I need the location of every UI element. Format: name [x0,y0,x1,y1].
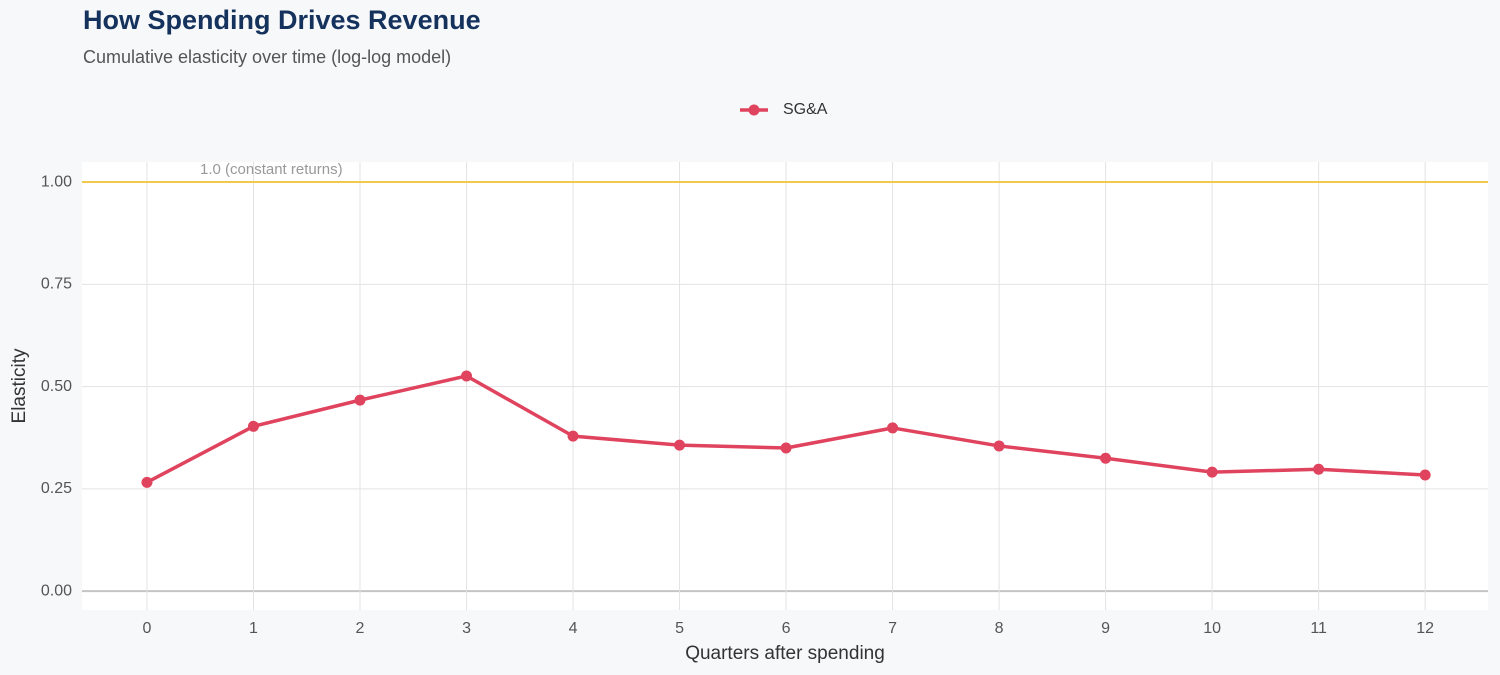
reference-label: 1.0 (constant returns) [200,161,343,178]
y-tick-label: 0.00 [41,582,72,599]
series-point [141,476,153,488]
x-tick-label: 11 [1310,620,1327,637]
series-point [247,420,259,432]
x-tick-label: 9 [1101,620,1110,637]
series-point [1419,469,1431,481]
y-axis-label: Elasticity [9,348,30,423]
x-tick-label: 2 [356,620,365,637]
series-point [354,394,366,406]
series-point [461,370,473,382]
series-point [1206,466,1218,478]
y-tick-label: 0.75 [41,276,72,293]
series-point [1100,452,1112,464]
x-axis-label: Quarters after spending [685,643,885,664]
series-point [567,430,579,442]
x-tick-label: 1 [249,620,258,637]
x-tick-label: 12 [1416,620,1434,637]
x-tick-label: 0 [143,620,152,637]
plot-panel [82,162,1488,610]
x-tick-label: 6 [782,620,791,637]
series-point [780,442,792,454]
x-tick-label: 4 [569,620,578,637]
x-tick-label: 10 [1203,620,1221,637]
x-tick-label: 7 [888,620,897,637]
series-point [993,440,1005,452]
x-tick-label: 8 [995,620,1004,637]
series-point [887,422,899,434]
y-tick-label: 0.25 [41,480,72,497]
chart-subtitle: Cumulative elasticity over time (log-log… [83,47,451,67]
y-tick-label: 0.50 [41,378,72,395]
y-tick-label: 1.00 [41,173,72,190]
legend-label: SG&A [783,101,828,118]
series-point [1313,463,1325,475]
chart-title: How Spending Drives Revenue [83,5,481,35]
legend-swatch-point [748,104,760,116]
series-point [674,439,686,451]
x-tick-label: 3 [462,620,471,637]
x-tick-label: 5 [675,620,684,637]
